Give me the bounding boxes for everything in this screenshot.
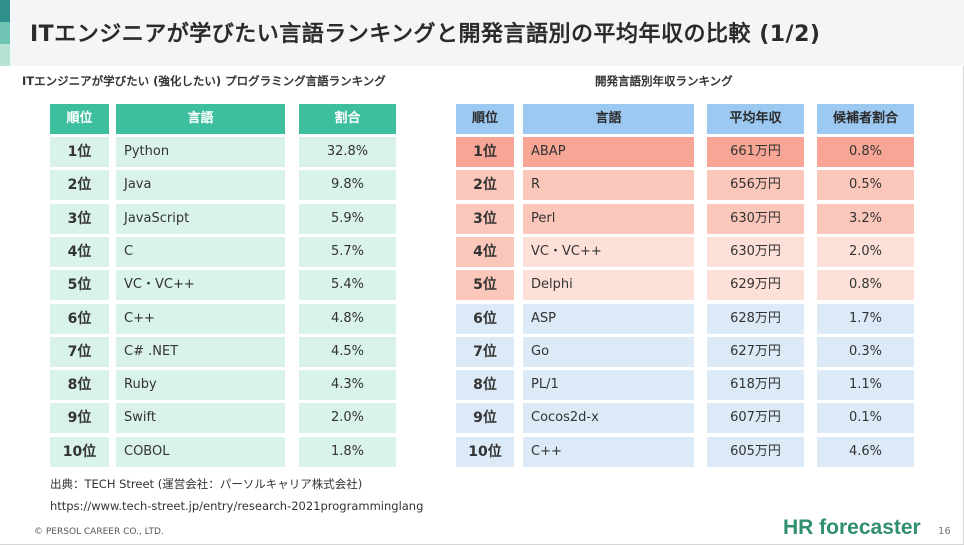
rank-cell: 10位 bbox=[50, 437, 109, 467]
salary-cell: 630万円 bbox=[707, 237, 804, 267]
source-url: https://www.tech-street.jp/entry/researc… bbox=[50, 499, 424, 513]
language-cell: Java bbox=[116, 170, 285, 200]
salary-cell: 661万円 bbox=[707, 137, 804, 167]
title-bar bbox=[0, 0, 964, 66]
rank-cell: 2位 bbox=[456, 170, 514, 200]
candidate-share-cell: 0.8% bbox=[817, 270, 914, 300]
page-number: 16 bbox=[938, 526, 951, 537]
share-cell: 5.9% bbox=[299, 204, 396, 234]
language-cell: COBOL bbox=[116, 437, 285, 467]
candidate-share-cell: 0.8% bbox=[817, 137, 914, 167]
candidate-share-cell: 1.1% bbox=[817, 370, 914, 400]
language-cell: Perl bbox=[523, 204, 694, 234]
page-title: ITエンジニアが学びたい言語ランキングと開発言語別の平均年収の比較 (1/2) bbox=[30, 22, 821, 47]
table-header: 言語 bbox=[523, 104, 694, 134]
share-cell: 5.7% bbox=[299, 237, 396, 267]
salary-cell: 630万円 bbox=[707, 204, 804, 234]
copyright: © PERSOL CAREER CO., LTD. bbox=[34, 527, 164, 537]
language-cell: C++ bbox=[116, 304, 285, 334]
rank-cell: 10位 bbox=[456, 437, 514, 467]
language-cell: Cocos2d-x bbox=[523, 403, 694, 433]
rank-cell: 7位 bbox=[456, 337, 514, 367]
salary-cell: 607万円 bbox=[707, 403, 804, 433]
rank-cell: 9位 bbox=[50, 403, 109, 433]
language-cell: Python bbox=[116, 137, 285, 167]
title-accent bbox=[0, 22, 10, 44]
table-header: 割合 bbox=[299, 104, 396, 134]
share-cell: 32.8% bbox=[299, 137, 396, 167]
language-cell: VC・VC++ bbox=[116, 270, 285, 300]
language-cell: VC・VC++ bbox=[523, 237, 694, 267]
language-cell: JavaScript bbox=[116, 204, 285, 234]
share-cell: 4.3% bbox=[299, 370, 396, 400]
rank-cell: 1位 bbox=[456, 137, 514, 167]
share-cell: 1.8% bbox=[299, 437, 396, 467]
rank-cell: 9位 bbox=[456, 403, 514, 433]
language-cell: Swift bbox=[116, 403, 285, 433]
rank-cell: 5位 bbox=[456, 270, 514, 300]
source-citation: 出典：TECH Street (運営会社：パーソルキャリア株式会社) bbox=[50, 477, 363, 491]
table-header: 順位 bbox=[456, 104, 514, 134]
language-cell: R bbox=[523, 170, 694, 200]
rank-cell: 3位 bbox=[456, 204, 514, 234]
share-cell: 4.5% bbox=[299, 337, 396, 367]
rank-cell: 7位 bbox=[50, 337, 109, 367]
salary-cell: 656万円 bbox=[707, 170, 804, 200]
language-cell: C# .NET bbox=[116, 337, 285, 367]
table-header: 順位 bbox=[50, 104, 109, 134]
rank-cell: 6位 bbox=[456, 304, 514, 334]
language-cell: C++ bbox=[523, 437, 694, 467]
candidate-share-cell: 0.1% bbox=[817, 403, 914, 433]
language-cell: ABAP bbox=[523, 137, 694, 167]
candidate-share-cell: 0.3% bbox=[817, 337, 914, 367]
language-cell: Go bbox=[523, 337, 694, 367]
rank-cell: 4位 bbox=[50, 237, 109, 267]
candidate-share-cell: 4.6% bbox=[817, 437, 914, 467]
language-cell: Delphi bbox=[523, 270, 694, 300]
table-header: 候補者割合 bbox=[817, 104, 914, 134]
language-cell: ASP bbox=[523, 304, 694, 334]
share-cell: 5.4% bbox=[299, 270, 396, 300]
table-header: 言語 bbox=[116, 104, 285, 134]
left-table-title: ITエンジニアが学びたい (強化したい) プログラミング言語ランキング bbox=[22, 74, 386, 88]
brand-logo: HR forecaster bbox=[783, 516, 921, 539]
salary-cell: 627万円 bbox=[707, 337, 804, 367]
rank-cell: 8位 bbox=[50, 370, 109, 400]
language-cell: C bbox=[116, 237, 285, 267]
rank-cell: 8位 bbox=[456, 370, 514, 400]
salary-cell: 618万円 bbox=[707, 370, 804, 400]
language-cell: PL/1 bbox=[523, 370, 694, 400]
share-cell: 9.8% bbox=[299, 170, 396, 200]
candidate-share-cell: 1.7% bbox=[817, 304, 914, 334]
candidate-share-cell: 2.0% bbox=[817, 237, 914, 267]
language-cell: Ruby bbox=[116, 370, 285, 400]
salary-cell: 629万円 bbox=[707, 270, 804, 300]
table-header: 平均年収 bbox=[707, 104, 804, 134]
candidate-share-cell: 0.5% bbox=[817, 170, 914, 200]
title-accent bbox=[0, 44, 10, 66]
rank-cell: 5位 bbox=[50, 270, 109, 300]
share-cell: 2.0% bbox=[299, 403, 396, 433]
rank-cell: 1位 bbox=[50, 137, 109, 167]
rank-cell: 3位 bbox=[50, 204, 109, 234]
share-cell: 4.8% bbox=[299, 304, 396, 334]
rank-cell: 2位 bbox=[50, 170, 109, 200]
rank-cell: 4位 bbox=[456, 237, 514, 267]
salary-cell: 605万円 bbox=[707, 437, 804, 467]
salary-cell: 628万円 bbox=[707, 304, 804, 334]
candidate-share-cell: 3.2% bbox=[817, 204, 914, 234]
rank-cell: 6位 bbox=[50, 304, 109, 334]
right-table-title: 開発言語別年収ランキング bbox=[595, 74, 733, 88]
